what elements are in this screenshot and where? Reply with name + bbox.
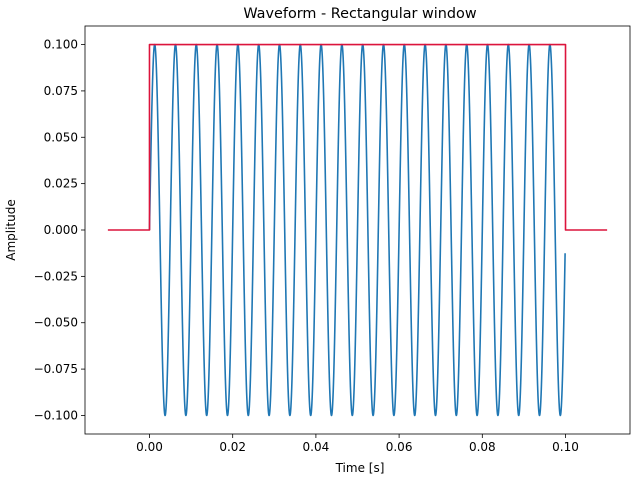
y-tick-label: 0.025 [44, 177, 78, 191]
x-tick-label: 0.04 [303, 440, 330, 454]
x-axis-label: Time [s] [335, 461, 385, 475]
y-axis-label: Amplitude [4, 199, 18, 261]
y-tick-label: 0.050 [44, 130, 78, 144]
y-tick-label: 0.100 [44, 38, 78, 52]
chart-title: Waveform - Rectangular window [243, 6, 476, 22]
x-tick-label: 0.10 [552, 440, 579, 454]
y-tick-label: −0.075 [34, 362, 78, 376]
y-tick-label: −0.025 [34, 269, 78, 283]
y-tick-label: −0.100 [34, 408, 78, 422]
x-tick-label: 0.08 [469, 440, 496, 454]
x-tick-label: 0.00 [136, 440, 163, 454]
y-tick-label: 0.075 [44, 84, 78, 98]
x-tick-label: 0.06 [386, 440, 413, 454]
y-tick-label: 0.000 [44, 223, 78, 237]
plot-area [107, 43, 608, 417]
y-tick-label: −0.050 [34, 316, 78, 330]
series-line-waveform [148, 43, 566, 417]
ticks: 0.00 0.02 0.04 0.06 0.08 0.10 0.100 0.075 0.050 0… [34, 38, 579, 454]
series-line-window [107, 43, 608, 231]
x-tick-label: 0.02 [219, 440, 246, 454]
